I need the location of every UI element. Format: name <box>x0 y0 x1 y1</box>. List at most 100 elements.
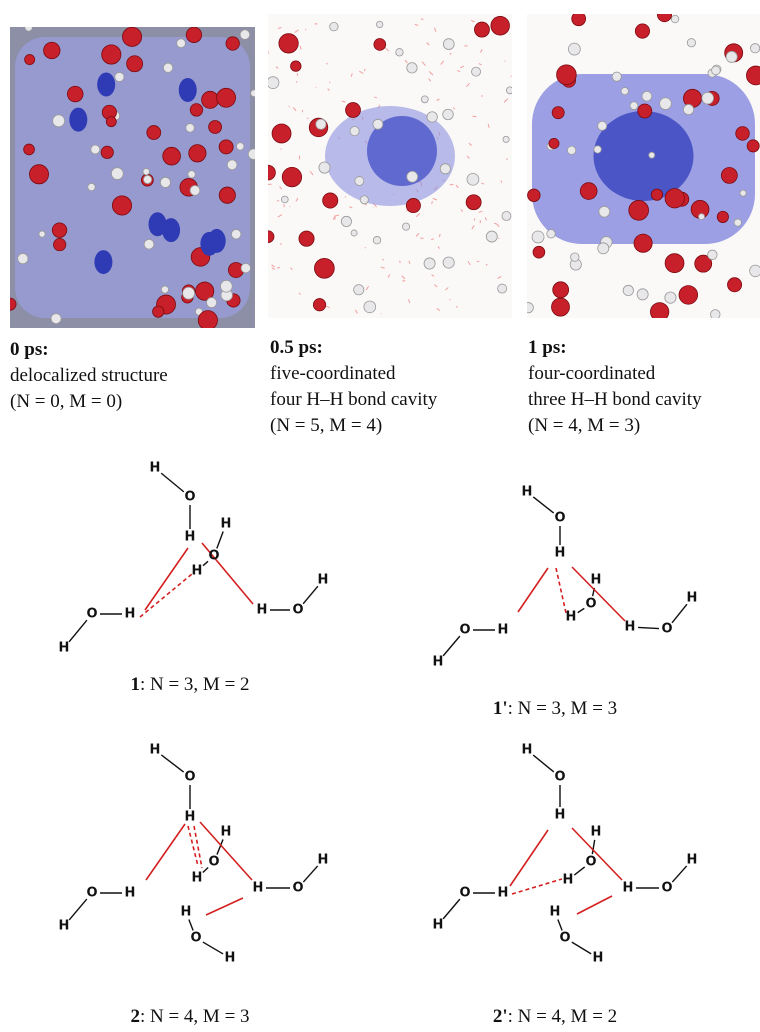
atom-label: H <box>555 808 566 823</box>
atom-sphere <box>190 185 200 195</box>
atom-sphere <box>112 196 131 215</box>
atom-label: H <box>687 591 698 606</box>
caption-label: 1 <box>130 674 140 695</box>
isosurface-core <box>594 111 694 201</box>
atom-sphere <box>261 165 276 180</box>
atom-sphere <box>313 299 325 311</box>
covalent-bond <box>303 586 318 604</box>
atom-sphere <box>396 49 403 56</box>
atom-label: O <box>292 603 303 618</box>
covalent-bond <box>203 867 208 872</box>
atom-sphere <box>207 298 217 308</box>
atom-sphere <box>427 112 437 122</box>
atom-sphere <box>498 284 507 293</box>
blue-lobe <box>97 73 115 97</box>
solvent <box>336 215 339 216</box>
atom-sphere <box>650 303 668 321</box>
atom-label: H <box>550 905 561 920</box>
atom-sphere <box>147 126 161 140</box>
covalent-bond <box>203 942 223 954</box>
atom-sphere <box>635 24 649 38</box>
atom-sphere <box>376 21 382 27</box>
isosurface <box>15 37 250 318</box>
atom-sphere <box>202 91 219 108</box>
atom-label: H <box>591 825 602 840</box>
atom-sphere <box>599 206 610 217</box>
atom-sphere <box>153 306 164 317</box>
atom-sphere <box>750 44 759 53</box>
render-content <box>4 24 259 330</box>
atom-sphere <box>163 147 181 165</box>
atom-label: H <box>318 573 329 588</box>
atom-sphere <box>712 66 721 75</box>
atom-sphere <box>638 104 652 118</box>
atom-sphere <box>143 175 151 183</box>
atom-sphere <box>660 98 672 110</box>
molecular-render <box>523 7 760 321</box>
panel-heading: 1 ps: <box>528 337 567 358</box>
solvent <box>400 261 401 263</box>
solvent <box>450 299 451 300</box>
atom-sphere <box>651 189 662 200</box>
covalent-bond <box>443 636 460 656</box>
structure-diagram: HOHHOHHOHHOH1: N = 3, M = 2 <box>59 461 329 696</box>
atom-sphere <box>52 223 67 238</box>
atom-label: O <box>208 855 219 870</box>
atom-label: H <box>181 905 192 920</box>
structure-diagram: HOHHOHHOHHOH1': N = 3, M = 3 <box>433 485 698 720</box>
hh-contact <box>206 898 243 915</box>
atom-sphere <box>665 254 684 273</box>
atom-sphere <box>443 109 454 120</box>
atom-sphere <box>163 63 172 72</box>
atom-sphere <box>736 127 750 141</box>
atom-sphere <box>629 200 649 220</box>
covalent-bond <box>217 531 223 548</box>
atom-sphere <box>407 171 418 182</box>
atom-label: O <box>292 881 303 896</box>
atom-sphere <box>580 183 597 200</box>
atom-label: H <box>185 530 196 545</box>
covalent-bond <box>189 919 193 930</box>
atom-sphere <box>547 230 556 239</box>
atom-sphere <box>316 119 326 129</box>
panel-heading: 0.5 ps: <box>270 337 323 358</box>
atom-sphere <box>373 119 383 129</box>
atom-sphere <box>532 231 544 243</box>
atom-sphere <box>503 136 509 142</box>
atom-sphere <box>373 236 381 244</box>
structure-caption: 1': N = 3, M = 3 <box>493 698 617 719</box>
hh-contact-dashed <box>556 568 566 613</box>
atom-sphere <box>262 231 274 243</box>
solvent <box>364 69 365 71</box>
atom-sphere <box>67 86 83 102</box>
structure-caption: 2: N = 4, M = 3 <box>130 1006 249 1027</box>
hh-contact <box>145 548 188 610</box>
atom-sphere <box>251 90 258 97</box>
atom-sphere <box>708 250 718 260</box>
solvent <box>420 238 423 239</box>
atom-sphere <box>272 124 291 143</box>
figure-canvas: 0 ps:delocalized structure(N = 0, M = 0)… <box>0 0 760 1032</box>
atom-label: O <box>554 511 565 526</box>
solvent <box>289 106 290 107</box>
atom-sphere <box>51 314 61 324</box>
atom-sphere <box>634 234 652 252</box>
atom-sphere <box>231 230 240 239</box>
caption-label: 2' <box>493 1006 508 1027</box>
atom-sphere <box>621 87 628 94</box>
structure-caption: 2': N = 4, M = 2 <box>493 1006 617 1027</box>
atom-sphere <box>122 27 141 46</box>
atom-sphere <box>177 39 186 48</box>
caption-text: : N = 3, M = 2 <box>140 674 250 695</box>
atom-sphere <box>374 39 386 51</box>
atom-sphere <box>190 104 202 116</box>
hh-contact <box>510 830 548 886</box>
atom-sphere <box>29 165 48 184</box>
structure-caption: 1: N = 3, M = 2 <box>130 674 249 695</box>
covalent-bond <box>578 608 585 612</box>
hh-contact <box>518 568 548 612</box>
molecular-render <box>261 14 514 318</box>
covalent-bond <box>572 942 591 954</box>
atom-sphere <box>665 292 676 303</box>
atom-sphere <box>115 72 124 81</box>
